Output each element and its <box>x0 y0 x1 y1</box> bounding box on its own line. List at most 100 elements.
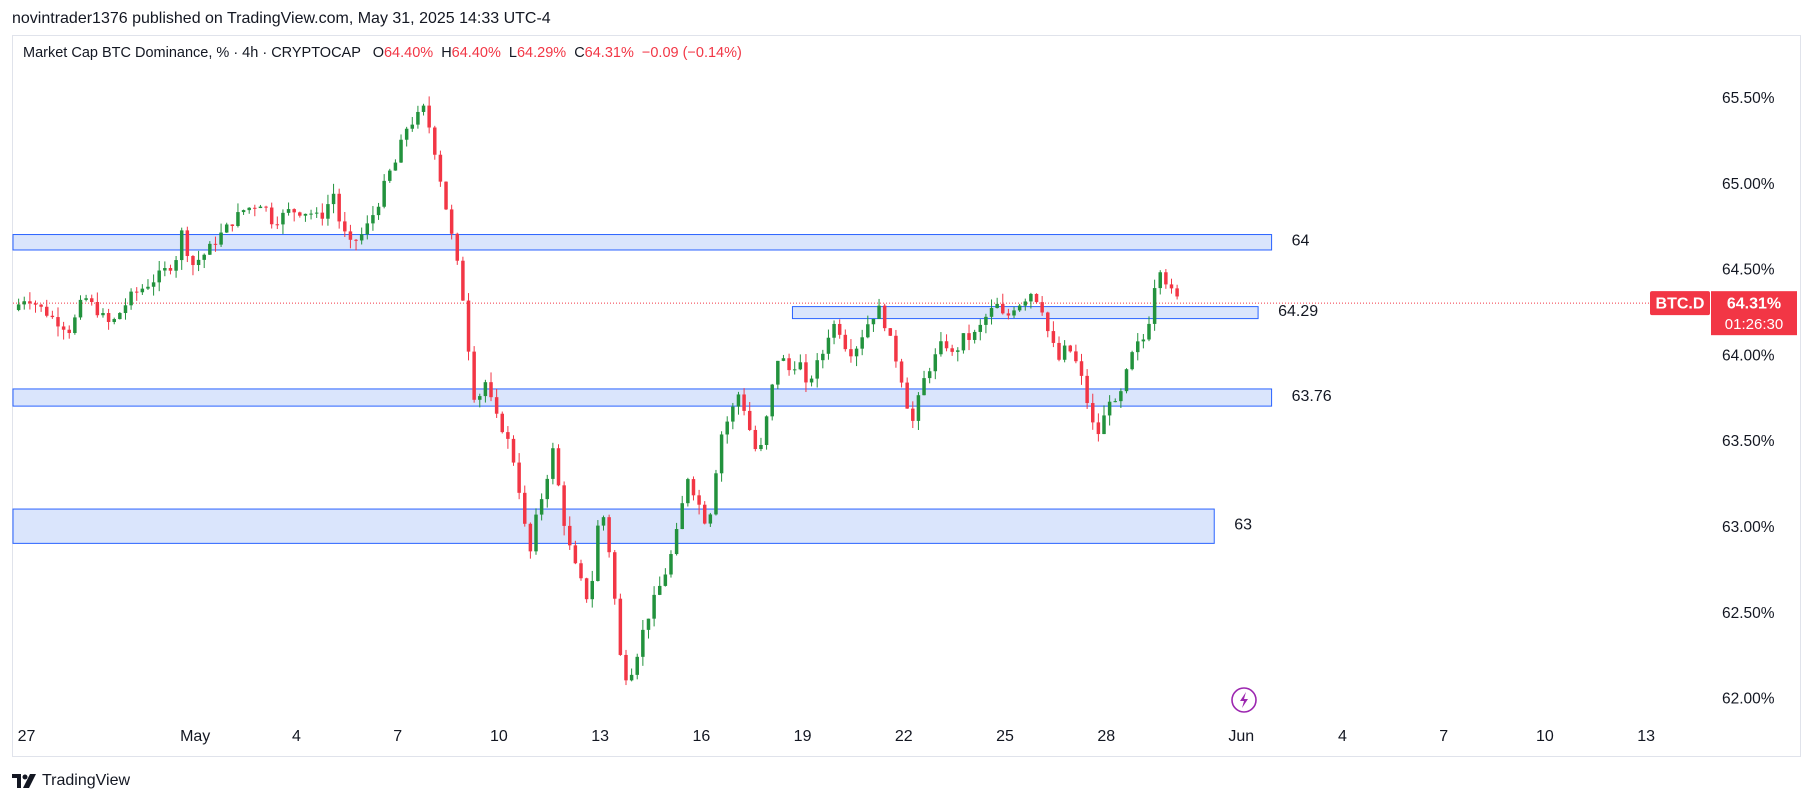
time-axis[interactable]: 27 May 4 7 10 13 16 19 22 25 28 Jun 4 7 10 13 <box>18 728 1656 745</box>
candle-body <box>146 286 150 289</box>
candle-body <box>792 369 797 371</box>
candle-body <box>421 105 426 112</box>
candle-body <box>995 303 999 309</box>
x-tick-label: 27 <box>18 728 36 745</box>
candle-body <box>269 207 274 225</box>
candle-body <box>877 305 881 319</box>
candle-body <box>208 243 212 255</box>
candle-body <box>624 654 628 681</box>
candle-body <box>1130 352 1134 370</box>
candle-body <box>286 209 291 213</box>
candle-body <box>174 260 178 271</box>
candle-body <box>944 341 949 349</box>
candle-body <box>899 361 904 383</box>
candle-body <box>365 223 370 235</box>
candle-body <box>134 291 139 293</box>
candle-body <box>972 331 977 340</box>
candle-body <box>438 154 443 182</box>
candle-body <box>185 230 190 257</box>
candle-body <box>849 349 853 357</box>
candle-body <box>663 574 668 586</box>
x-tick-label: 7 <box>1439 728 1448 745</box>
candle-body <box>455 233 460 261</box>
candle-body <box>219 232 223 245</box>
candle-body <box>343 221 347 232</box>
candle-body <box>191 256 195 266</box>
candle-body <box>697 495 701 505</box>
candle-body <box>517 462 521 493</box>
candle-body <box>854 348 859 357</box>
candle-body <box>157 270 161 283</box>
candle-body <box>866 324 870 338</box>
zone-label: 64 <box>1292 232 1310 249</box>
current-price-tag: BTC.D 64.31% 01:26:30 <box>1650 291 1797 336</box>
candle-body <box>882 305 887 329</box>
candle-body <box>281 212 285 225</box>
candle-body <box>1062 345 1067 360</box>
candle-body <box>1107 401 1112 416</box>
candle-body <box>1096 422 1101 435</box>
candle-body <box>320 212 325 219</box>
candle-body <box>106 313 111 322</box>
x-tick-label: 4 <box>1338 728 1347 745</box>
candle-body <box>410 124 415 129</box>
candle-body <box>871 318 876 325</box>
candle-body <box>916 395 921 421</box>
candle-body <box>1051 331 1056 343</box>
candle-body <box>596 525 600 581</box>
y-tick-label: 64.00% <box>1722 347 1775 364</box>
candle-body <box>989 308 994 317</box>
candle-body <box>371 215 375 224</box>
candlestick-series <box>16 96 1179 686</box>
price-axis[interactable]: 65.50% 65.00% 64.50% 64.00% 63.50% 63.00% 62.5… <box>1722 90 1775 708</box>
candle-body <box>956 350 960 352</box>
candle-body <box>326 204 330 219</box>
candle-body <box>466 300 471 352</box>
candle-body <box>1023 301 1028 306</box>
symbol-legend[interactable]: Market Cap BTC Dominance, % · 4h · CRYPT… <box>23 45 742 61</box>
high-value: 64.40% <box>451 45 501 61</box>
candle-body <box>821 353 825 361</box>
candle-body <box>860 337 864 349</box>
candle-body <box>601 517 606 526</box>
x-tick-label: 16 <box>692 728 710 745</box>
candle-body <box>618 598 623 655</box>
candle-body <box>129 291 133 306</box>
tradingview-logo[interactable]: TradingView <box>12 770 130 792</box>
support-resistance-zones: 64 64.29 63.76 63 <box>12 232 1332 544</box>
candle-body <box>894 335 898 362</box>
zone-rect <box>12 508 1215 544</box>
candle-body <box>483 382 488 397</box>
y-tick-label: 65.00% <box>1722 176 1775 193</box>
candle-body <box>759 444 763 450</box>
candle-body <box>742 394 746 411</box>
candle-body <box>809 378 814 383</box>
candle-body <box>1102 415 1106 435</box>
candle-body <box>635 656 639 675</box>
candle-body <box>607 517 611 553</box>
high-label: H <box>441 45 452 61</box>
candle-body <box>84 298 88 300</box>
x-tick-label: 7 <box>393 728 402 745</box>
lightning-icon[interactable] <box>1231 687 1257 713</box>
candle-body <box>568 525 572 546</box>
x-tick-label: 19 <box>794 728 812 745</box>
candle-body <box>1006 313 1011 316</box>
candle-body <box>416 111 420 125</box>
candle-body <box>725 421 729 435</box>
candle-body <box>140 288 145 293</box>
candle-body <box>449 209 454 234</box>
candle-body <box>292 209 296 213</box>
candle-body <box>781 358 786 361</box>
candle-body <box>33 303 38 305</box>
candle-body <box>309 213 313 215</box>
y-tick-label: 62.00% <box>1722 691 1775 708</box>
candle-body <box>44 306 49 316</box>
candle-body <box>444 181 448 210</box>
candle-body <box>1034 293 1039 303</box>
candle-body <box>1068 345 1073 352</box>
candle-body <box>669 554 673 575</box>
candle-body <box>764 416 769 445</box>
candle-body <box>528 523 533 552</box>
